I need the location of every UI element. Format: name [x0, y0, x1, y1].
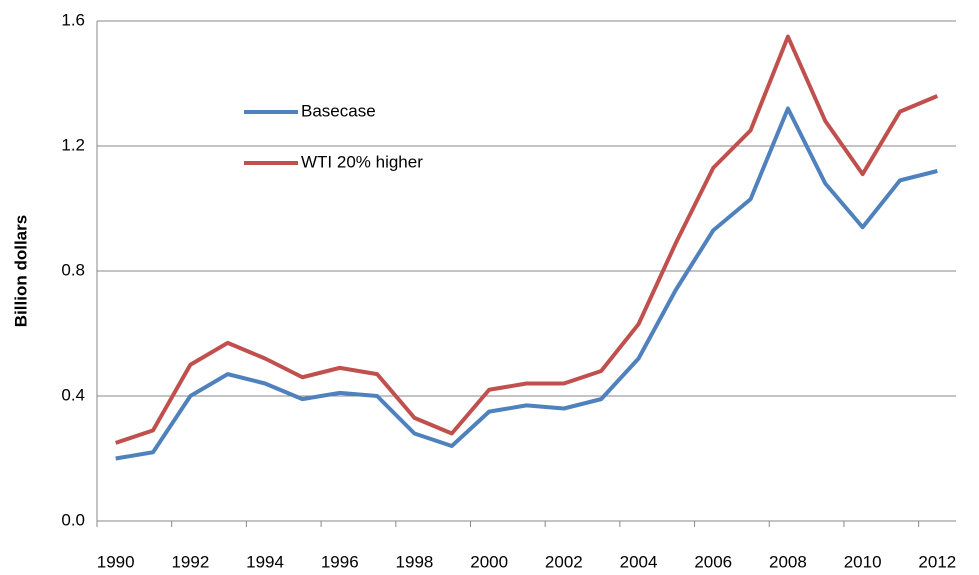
series-line — [115, 106, 938, 461]
y-tick-label: 0.8 — [61, 260, 85, 279]
y-tick-label: 1.2 — [61, 135, 85, 154]
x-tick-label: 1990 — [97, 552, 135, 571]
x-tick-label: 1992 — [171, 552, 209, 571]
x-tick-label: 2012 — [918, 552, 956, 571]
x-tick-label: 2004 — [620, 552, 658, 571]
x-tick-label: 2000 — [470, 552, 508, 571]
x-tick-label: 2010 — [844, 552, 882, 571]
x-tick-label: 1998 — [396, 552, 434, 571]
x-tick-label: 1996 — [321, 552, 359, 571]
y-tick-label: 0.0 — [61, 510, 85, 529]
x-tick-label: 2006 — [694, 552, 732, 571]
legend-label: WTI 20% higher — [301, 152, 423, 171]
y-tick-label: 0.4 — [61, 385, 85, 404]
x-tick-label: 2008 — [769, 552, 807, 571]
y-axis-label: Billion dollars — [11, 215, 30, 327]
x-tick-label: 1994 — [246, 552, 284, 571]
y-tick-label: 1.6 — [61, 10, 85, 29]
series-line — [115, 34, 939, 445]
legend-label: Basecase — [301, 101, 376, 120]
x-tick-label: 2002 — [545, 552, 583, 571]
